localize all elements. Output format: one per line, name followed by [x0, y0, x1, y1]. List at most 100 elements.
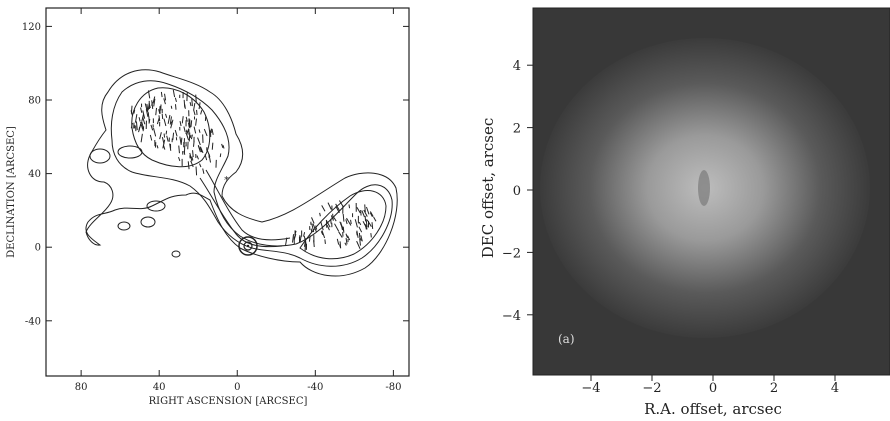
polarization-vector: [363, 209, 368, 217]
polarization-vector: [359, 238, 361, 246]
polarization-vector: [191, 98, 193, 107]
polarization-vector: [172, 132, 175, 141]
left-x-tick-label: 80: [75, 382, 88, 393]
polarization-vector: [155, 107, 158, 116]
polarization-vector: [202, 168, 205, 174]
contour-jet-2: [205, 169, 291, 241]
polarization-vector: [161, 136, 165, 145]
polarization-vector: [169, 143, 172, 151]
polarization-vector: [345, 233, 348, 239]
polarization-vector: [138, 127, 141, 131]
right-x-tick-label: 0: [709, 381, 717, 396]
polarization-vector: [164, 93, 167, 101]
right-x-axis: −4 −2 0 2 4: [581, 375, 839, 396]
polarization-vector: [183, 99, 186, 108]
polarization-vector: [197, 145, 201, 153]
polarization-vector: [334, 223, 340, 232]
left-x-tick-label: -80: [385, 382, 401, 393]
polarization-vector: [161, 113, 164, 120]
polarization-vector: [356, 206, 361, 214]
left-y-tick-label: 40: [28, 169, 41, 180]
contour-core-inner: [243, 241, 253, 251]
polarization-vector: [147, 90, 151, 99]
polarization-vector: [365, 218, 368, 228]
polarization-vector: [315, 225, 318, 230]
polarization-vector: [342, 213, 345, 222]
polarization-vector: [310, 228, 313, 233]
polarization-vector: [324, 239, 326, 245]
right-y-tick-label: 2: [513, 122, 521, 137]
polarization-vector: [221, 143, 224, 148]
left-y-axis-title: DECLINATION [ARCSEC]: [6, 126, 17, 258]
polarization-vector: [333, 217, 337, 222]
polarization-vector: [190, 134, 193, 140]
right-y-tick-label: −4: [502, 309, 521, 324]
left-x-tick-label: 40: [153, 382, 166, 393]
polarization-vector: [193, 103, 196, 111]
right-x-tick-label: 4: [831, 381, 839, 396]
polarization-vector: [189, 101, 192, 107]
polarization-vector: [211, 128, 214, 135]
right-image-panel: (a) −4 −2 0 2 4 420−2−4 R.A. offset, arcsec …: [479, 7, 890, 418]
contour-mid: [110, 80, 393, 267]
right-image-core-feature: [698, 170, 710, 206]
polarization-vector: [152, 96, 156, 104]
polarization-vector: [169, 116, 172, 125]
polarization-vector: [167, 114, 171, 124]
polarization-vector: [140, 107, 143, 113]
polarization-vector: [199, 146, 204, 154]
polarization-vector: [348, 204, 351, 209]
polarization-vector: [186, 130, 189, 135]
polarization-vector: [195, 94, 197, 104]
contour-core-dot: [246, 244, 250, 248]
polarization-vector: [303, 232, 306, 237]
polarization-vector: [338, 231, 343, 238]
polarization-vector: [358, 226, 363, 233]
polarization-vector: [187, 161, 190, 170]
polarization-vector: [135, 121, 138, 131]
right-panel-label: (a): [558, 332, 575, 346]
polarization-vector: [336, 238, 340, 245]
polarization-vector: [308, 235, 311, 242]
polarization-vector: [159, 132, 162, 140]
polarization-vector: [178, 145, 180, 154]
polarization-vector: [149, 134, 153, 141]
polarization-vector: [195, 166, 198, 176]
contour-island-1: [89, 148, 111, 164]
polarization-vector: [165, 113, 168, 118]
polarization-vector: [321, 230, 326, 239]
polarization-vector: [356, 231, 358, 236]
polarization-vector: [140, 133, 143, 143]
polarization-vector: [362, 220, 366, 225]
polarization-vector: [174, 129, 178, 137]
polarization-vector: [332, 213, 334, 221]
contour-outer: [85, 69, 398, 277]
polarization-vector: [291, 234, 295, 243]
polarization-vector: [356, 240, 361, 250]
left-x-tick-label: -40: [307, 382, 323, 393]
polarization-vector: [344, 242, 347, 246]
left-x-tick-label: 0: [234, 382, 240, 393]
polarization-vector: [330, 215, 334, 220]
right-x-axis-title: R.A. offset, arcsec: [644, 400, 782, 418]
polarization-vector: [364, 204, 366, 213]
polarization-vector: [189, 152, 193, 162]
polarization-vector: [339, 221, 344, 230]
right-y-tick-label: 0: [513, 184, 521, 199]
polarization-vector: [311, 217, 315, 224]
polarization-vector: [170, 121, 173, 125]
polarization-vector: [219, 153, 222, 158]
polarization-vector: [153, 98, 156, 107]
polarization-vector: [326, 224, 330, 231]
polarization-vector: [198, 129, 201, 133]
polarization-vector: [179, 121, 182, 127]
left-y-tick-label: 120: [22, 22, 41, 33]
right-y-axis-title: DEC offset, arcsec: [479, 118, 497, 259]
polarization-vector: [180, 137, 183, 145]
polarization-vector: [183, 126, 186, 132]
polarization-vector: [363, 223, 368, 230]
polarization-vector: [335, 203, 341, 212]
polarization-vector: [361, 210, 364, 215]
polarization-vector: [366, 219, 372, 227]
polarization-vector: [193, 126, 197, 134]
